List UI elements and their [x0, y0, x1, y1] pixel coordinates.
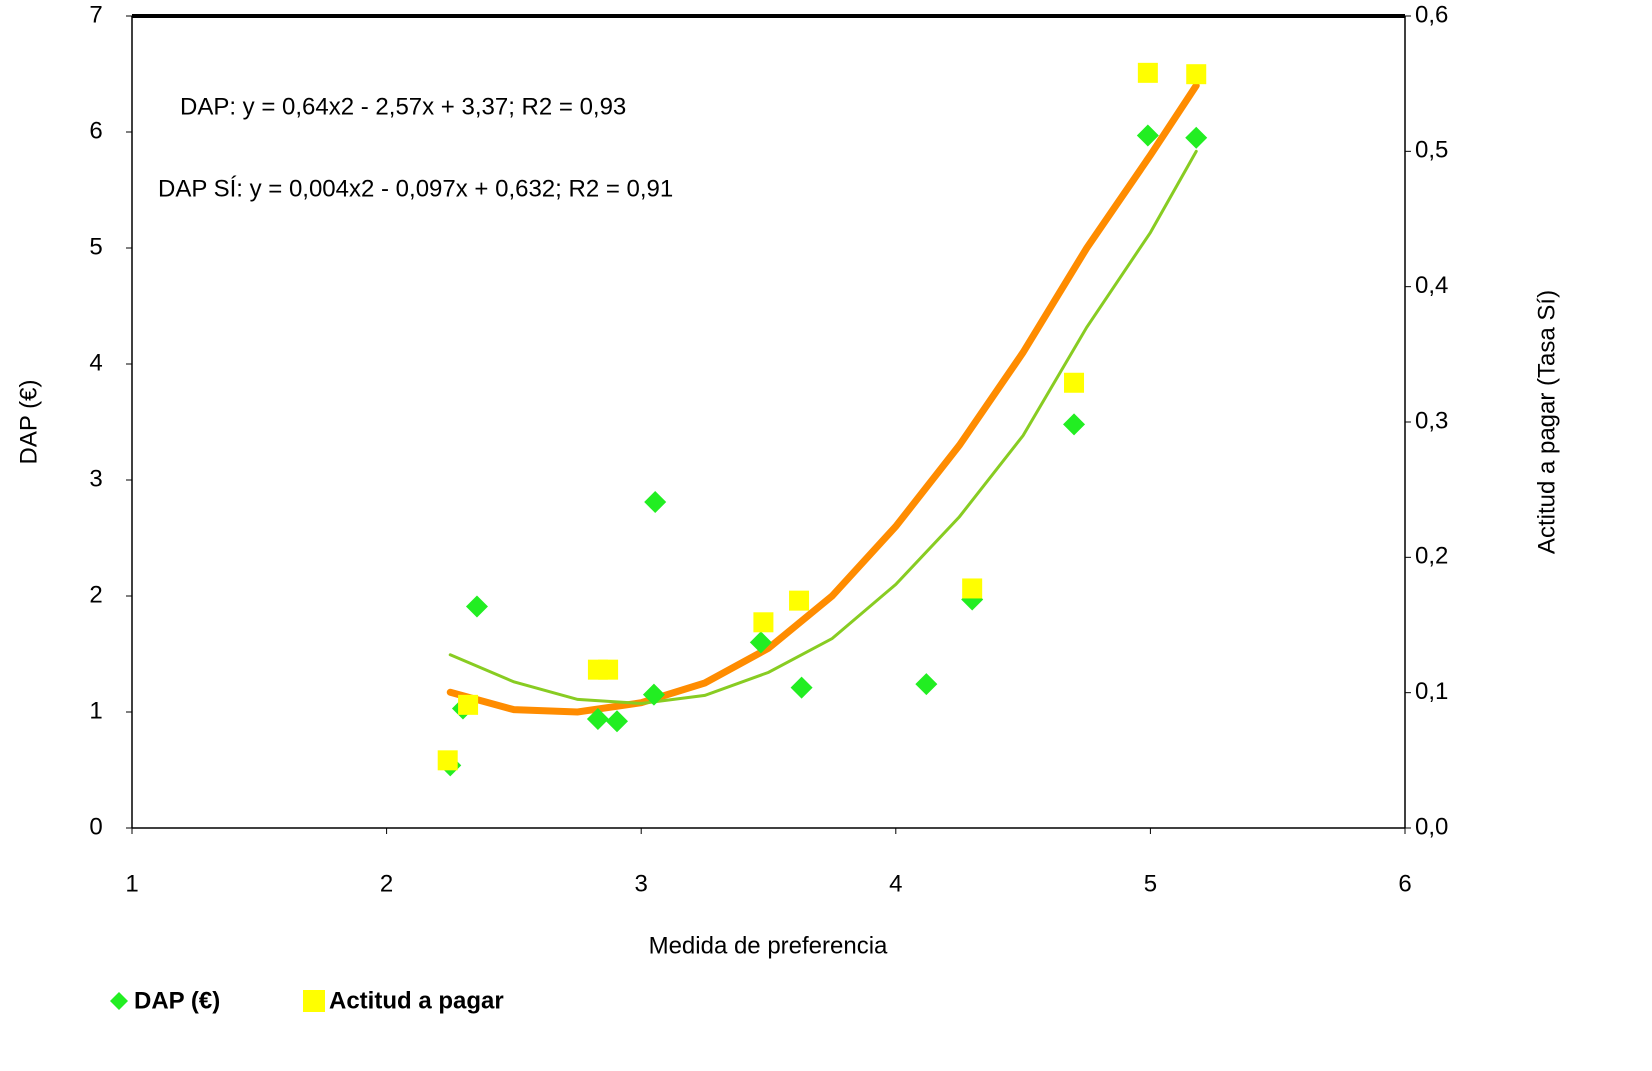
legend-label: Actitud a pagar — [329, 987, 504, 1014]
x-tick-label: 2 — [380, 870, 393, 897]
point — [1064, 373, 1084, 393]
y-tick-label: 4 — [89, 349, 102, 376]
point — [1185, 127, 1207, 149]
y2-tick-label: 0,4 — [1415, 272, 1448, 299]
legend-label: DAP (€) — [134, 987, 220, 1014]
point — [458, 695, 478, 715]
trend-line — [450, 151, 1196, 703]
point — [789, 591, 809, 611]
point — [598, 660, 618, 680]
point — [1063, 413, 1085, 435]
y2-tick-label: 0,1 — [1415, 678, 1448, 705]
point — [791, 677, 813, 699]
y2-tick-label: 0,0 — [1415, 813, 1448, 840]
y-tick-label: 5 — [89, 233, 102, 260]
x-tick-label: 1 — [125, 870, 138, 897]
point — [438, 750, 458, 770]
point — [1138, 63, 1158, 83]
page: {"chart_data": { "type": "scatter", "ann… — [0, 0, 1652, 1071]
y2-tick-label: 0,5 — [1415, 137, 1448, 164]
y2-tick-label: 0,3 — [1415, 407, 1448, 434]
chart: DAP: y = 0,64x2 - 2,57x + 3,37; R2 = 0,9… — [0, 0, 1652, 1071]
y2-tick-label: 0,2 — [1415, 543, 1448, 570]
y-axis-label: DAP (€) — [15, 380, 42, 465]
y2-axis-label: Actitud a pagar (Tasa Sí) — [1533, 290, 1560, 554]
x-tick-label: 6 — [1398, 870, 1411, 897]
y-tick-label: 1 — [89, 697, 102, 724]
x-tick-label: 4 — [889, 870, 902, 897]
point — [1186, 64, 1206, 84]
point — [644, 491, 666, 513]
annotation: DAP SÍ: y = 0,004x2 - 0,097x + 0,632; R2… — [158, 175, 673, 202]
y-tick-label: 2 — [89, 581, 102, 608]
point — [606, 710, 628, 732]
y-tick-label: 3 — [89, 465, 102, 492]
x-axis-label: Medida de preferencia — [649, 932, 888, 959]
legend-marker — [303, 990, 325, 1012]
point — [962, 578, 982, 598]
point — [915, 673, 937, 695]
x-tick-label: 3 — [635, 870, 648, 897]
x-tick-label: 5 — [1144, 870, 1157, 897]
annotation: DAP: y = 0,64x2 - 2,57x + 3,37; R2 = 0,9… — [180, 93, 626, 120]
y-tick-label: 6 — [89, 117, 102, 144]
y-tick-label: 0 — [89, 813, 102, 840]
point — [753, 612, 773, 632]
y2-tick-label: 0,6 — [1415, 1, 1448, 28]
legend-marker — [110, 992, 128, 1010]
point — [466, 595, 488, 617]
y-tick-label: 7 — [89, 1, 102, 28]
